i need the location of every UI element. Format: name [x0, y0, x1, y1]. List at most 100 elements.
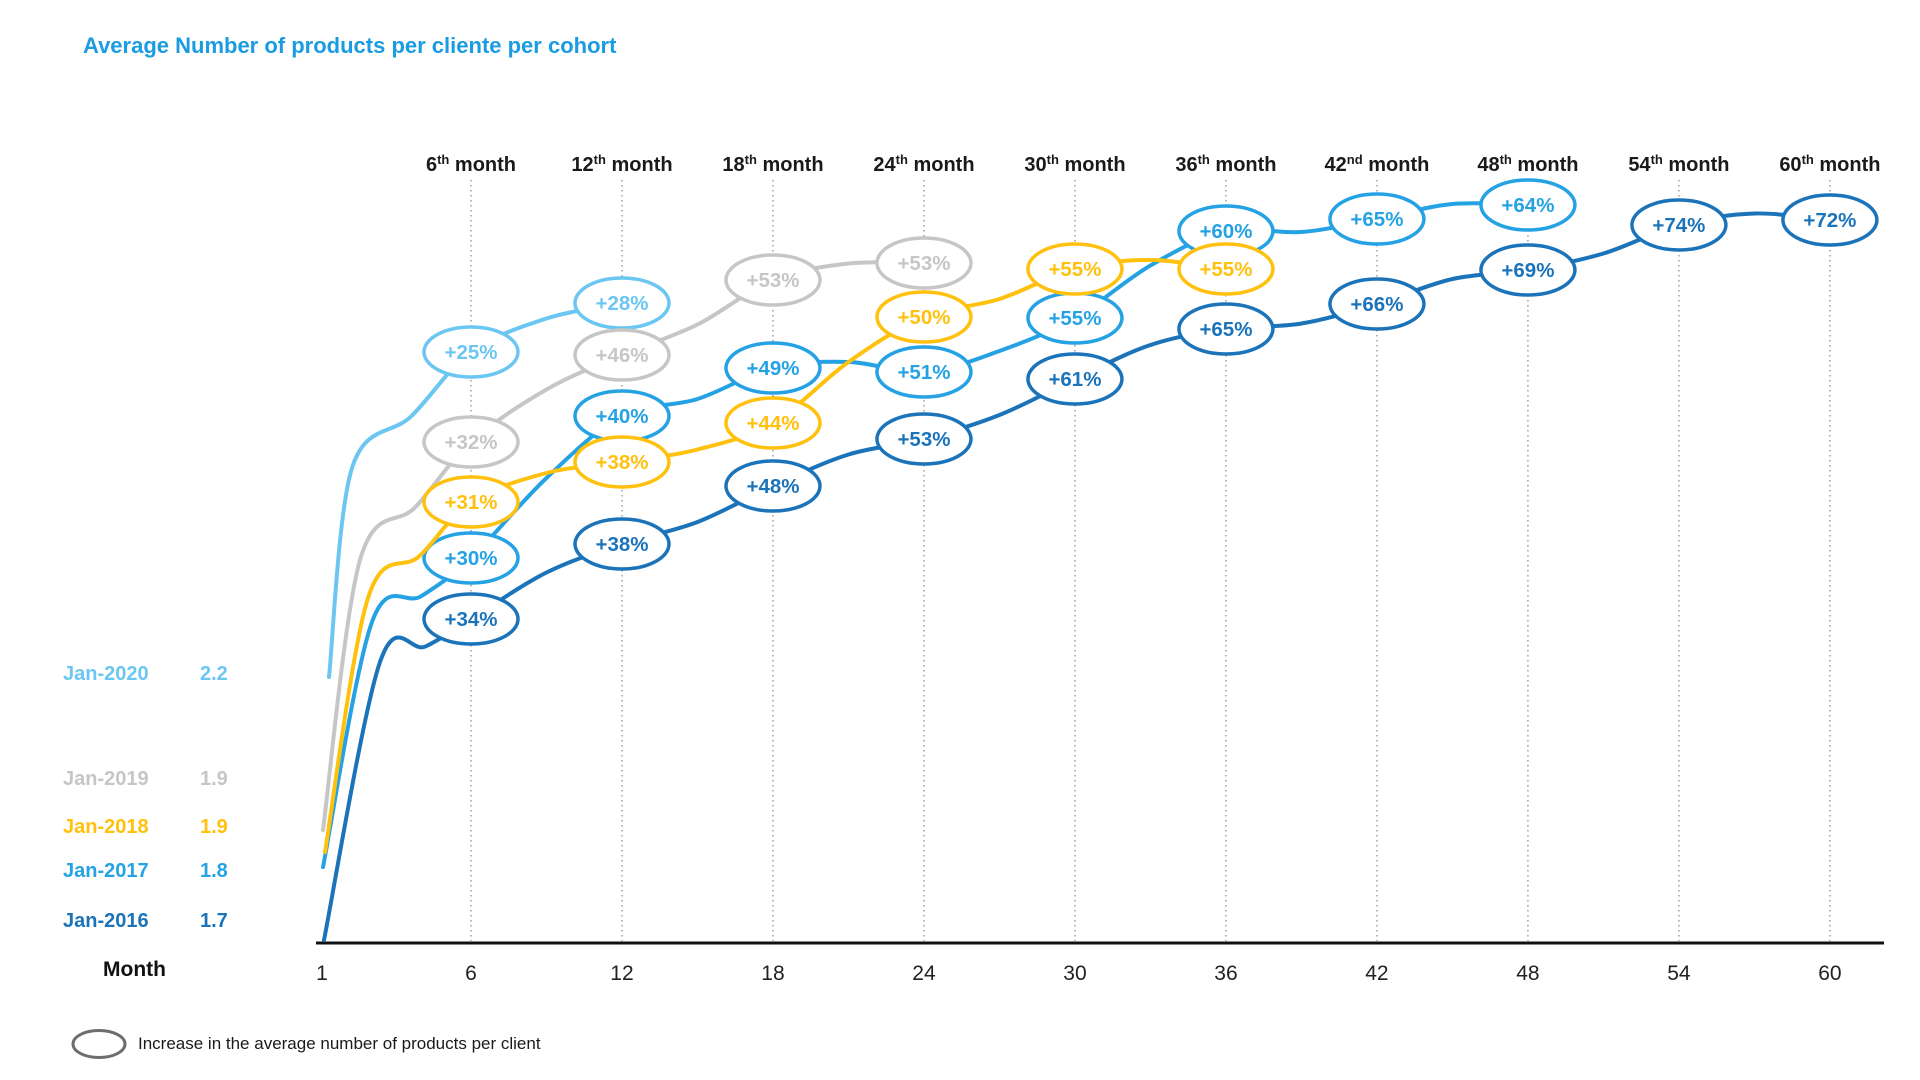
bubble-label-jan-2016-m24: +53%	[897, 428, 950, 451]
bubble-ellipse-jan-2017-m6	[422, 531, 520, 585]
cohort-start-value-jan-2019: 1.9	[200, 768, 228, 790]
cohort-label-jan-2016: Jan-2016	[63, 910, 149, 932]
column-header-month-12: 12th month	[571, 152, 672, 176]
bubble-label-jan-2019-m18: +53%	[746, 269, 799, 292]
bubble-label-jan-2016-m48: +69%	[1501, 259, 1554, 282]
bubble-ellipse-jan-2020-m6	[422, 325, 520, 379]
bubble-ellipse-jan-2018-m36	[1177, 242, 1275, 296]
bubble-ellipse-jan-2019-m24	[875, 236, 973, 290]
bubble-ellipse-jan-2018-m6	[422, 475, 520, 529]
bubble-jan-2016-m12: +38%	[573, 517, 671, 571]
cohort-series-jan-2020: +25% +28%	[327, 276, 671, 679]
bubble-label-jan-2018-m30: +55%	[1048, 258, 1101, 281]
bubble-ellipse-jan-2016-m48	[1479, 243, 1577, 297]
bubble-jan-2016-m24: +53%	[875, 412, 973, 466]
cohort-start-value-jan-2016: 1.7	[200, 910, 228, 932]
column-header-month-24: 24th month	[873, 152, 974, 176]
bubble-ellipse-jan-2018-m12	[573, 435, 671, 489]
bubble-ellipse-jan-2017-m42	[1328, 192, 1426, 246]
bubble-jan-2017-m48: +64%	[1479, 178, 1577, 232]
increase-ellipse-icon	[71, 1029, 127, 1059]
column-header-month-30: 30th month	[1024, 152, 1125, 176]
bubble-jan-2018-m30: +55%	[1026, 242, 1124, 296]
column-header-month-42: 42nd month	[1325, 152, 1430, 176]
bubble-ellipse-jan-2017-m24	[875, 345, 973, 399]
bubble-label-jan-2019-m24: +53%	[897, 252, 950, 275]
bubble-label-jan-2017-m24: +51%	[897, 361, 950, 384]
bubble-label-jan-2016-m18: +48%	[746, 475, 799, 498]
cohort-label-jan-2019: Jan-2019	[63, 768, 149, 790]
x-tick-54: 54	[1667, 962, 1691, 985]
bubble-label-jan-2016-m60: +72%	[1803, 209, 1856, 232]
legend-label: Increase in the average number of produc…	[138, 1034, 541, 1053]
bubble-label-jan-2016-m6: +34%	[444, 608, 497, 631]
cohort-start-value-jan-2017: 1.8	[200, 860, 228, 882]
bubble-jan-2016-m36: +65%	[1177, 302, 1275, 356]
bubble-ellipse-jan-2018-m24	[875, 290, 973, 344]
bubble-ellipse-jan-2016-m12	[573, 517, 671, 571]
bubble-label-jan-2018-m36: +55%	[1199, 258, 1252, 281]
bubble-label-jan-2018-m18: +44%	[746, 412, 799, 435]
bubble-label-jan-2016-m12: +38%	[595, 533, 648, 556]
x-tick-48: 48	[1516, 962, 1539, 985]
bubble-label-jan-2018-m6: +31%	[444, 491, 497, 514]
x-tick-30: 30	[1063, 962, 1086, 985]
x-tick-36: 36	[1214, 962, 1237, 985]
bubble-ellipse-jan-2016-m36	[1177, 302, 1275, 356]
bubble-label-jan-2017-m48: +64%	[1501, 194, 1554, 217]
bubble-jan-2019-m24: +53%	[875, 236, 973, 290]
legend: Increase in the average number of produc…	[70, 1028, 541, 1060]
bubble-label-jan-2017-m6: +30%	[444, 547, 497, 570]
bubble-jan-2019-m6: +32%	[422, 415, 520, 469]
cohort-series-jan-2018: +31% +38% +44% +50% +55% +55%	[323, 242, 1275, 854]
bubble-label-jan-2016-m36: +65%	[1199, 318, 1252, 341]
bubble-jan-2017-m30: +55%	[1026, 291, 1124, 345]
bubble-label-jan-2018-m12: +38%	[595, 451, 648, 474]
bubble-jan-2016-m18: +48%	[724, 459, 822, 513]
bubble-jan-2017-m24: +51%	[875, 345, 973, 399]
bubble-ellipse-jan-2016-m18	[724, 459, 822, 513]
x-tick-1: 1	[316, 962, 328, 985]
bubble-jan-2020-m12: +28%	[573, 276, 671, 330]
x-tick-24: 24	[912, 962, 936, 985]
bubble-ellipse-jan-2016-m42	[1328, 277, 1426, 331]
bubble-jan-2017-m6: +30%	[422, 531, 520, 585]
bubble-ellipse-jan-2016-m24	[875, 412, 973, 466]
bubble-label-jan-2020-m6: +25%	[444, 341, 497, 364]
bubble-ellipse-jan-2018-m30	[1026, 242, 1124, 296]
column-header-month-6: 6th month	[426, 152, 516, 176]
bubble-jan-2017-m12: +40%	[573, 389, 671, 443]
bubble-ellipse-jan-2020-m12	[573, 276, 671, 330]
bubble-jan-2016-m6: +34%	[422, 592, 520, 646]
cohort-label-jan-2017: Jan-2017	[63, 860, 149, 882]
bubble-jan-2016-m54: +74%	[1630, 198, 1728, 252]
column-header-month-54: 54th month	[1628, 152, 1729, 176]
bubble-jan-2018-m18: +44%	[724, 396, 822, 450]
column-header-month-48: 48th month	[1477, 152, 1578, 176]
bubble-jan-2020-m6: +25%	[422, 325, 520, 379]
x-tick-12: 12	[610, 962, 633, 985]
bubble-label-jan-2018-m24: +50%	[897, 306, 950, 329]
column-header-month-36: 36th month	[1175, 152, 1276, 176]
x-axis-label: Month	[103, 958, 166, 981]
bubble-ellipse-jan-2019-m12	[573, 328, 671, 382]
bubble-label-jan-2017-m12: +40%	[595, 405, 648, 428]
bubble-jan-2016-m60: +72%	[1781, 193, 1879, 247]
cohort-series-jan-2019: +32% +46% +53% +53%	[321, 236, 973, 832]
cohort-series-jan-2016: +34% +38% +48% +53% +61% +65% +66% +69% +74% +72%	[322, 193, 1879, 942]
bubble-label-jan-2016-m30: +61%	[1048, 368, 1101, 391]
bubble-ellipse-jan-2016-m6	[422, 592, 520, 646]
bubble-label-jan-2017-m30: +55%	[1048, 307, 1101, 330]
bubble-jan-2019-m18: +53%	[724, 253, 822, 307]
bubble-ellipse-jan-2019-m6	[422, 415, 520, 469]
column-header-month-60: 60th month	[1779, 152, 1880, 176]
bubble-label-jan-2017-m36: +60%	[1199, 220, 1252, 243]
bubble-ellipse-jan-2016-m30	[1026, 352, 1124, 406]
x-tick-18: 18	[761, 962, 784, 985]
bubble-label-jan-2017-m42: +65%	[1350, 208, 1403, 231]
x-tick-42: 42	[1365, 962, 1388, 985]
bubble-ellipse-jan-2018-m18	[724, 396, 822, 450]
page-title: Average Number of products per cliente p…	[83, 33, 617, 58]
